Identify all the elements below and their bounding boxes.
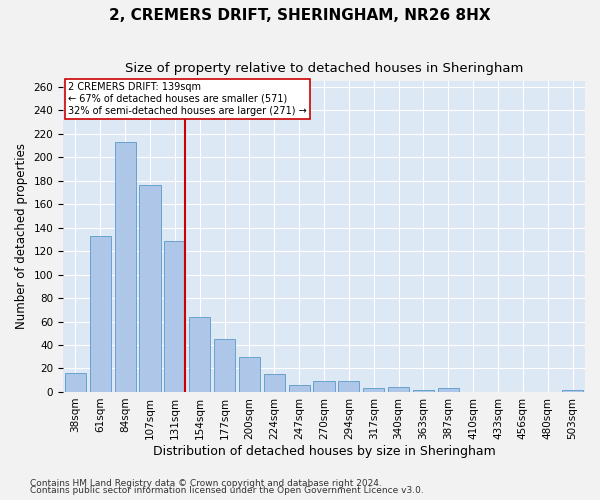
Title: Size of property relative to detached houses in Sheringham: Size of property relative to detached ho… bbox=[125, 62, 523, 76]
Bar bbox=[313, 382, 335, 392]
Bar bbox=[338, 382, 359, 392]
Bar bbox=[90, 236, 111, 392]
Bar bbox=[189, 317, 210, 392]
Bar bbox=[438, 388, 459, 392]
Y-axis label: Number of detached properties: Number of detached properties bbox=[15, 144, 28, 330]
Bar bbox=[214, 339, 235, 392]
Text: 2 CREMERS DRIFT: 139sqm
← 67% of detached houses are smaller (571)
32% of semi-d: 2 CREMERS DRIFT: 139sqm ← 67% of detache… bbox=[68, 82, 307, 116]
Bar bbox=[264, 374, 285, 392]
Bar bbox=[363, 388, 384, 392]
Bar bbox=[562, 390, 583, 392]
Text: Contains HM Land Registry data © Crown copyright and database right 2024.: Contains HM Land Registry data © Crown c… bbox=[30, 478, 382, 488]
Bar bbox=[115, 142, 136, 392]
Bar bbox=[164, 240, 185, 392]
Bar bbox=[239, 356, 260, 392]
X-axis label: Distribution of detached houses by size in Sheringham: Distribution of detached houses by size … bbox=[152, 444, 496, 458]
Bar bbox=[413, 390, 434, 392]
Bar bbox=[289, 385, 310, 392]
Text: 2, CREMERS DRIFT, SHERINGHAM, NR26 8HX: 2, CREMERS DRIFT, SHERINGHAM, NR26 8HX bbox=[109, 8, 491, 22]
Bar bbox=[65, 373, 86, 392]
Bar bbox=[139, 186, 161, 392]
Text: Contains public sector information licensed under the Open Government Licence v3: Contains public sector information licen… bbox=[30, 486, 424, 495]
Bar bbox=[388, 388, 409, 392]
